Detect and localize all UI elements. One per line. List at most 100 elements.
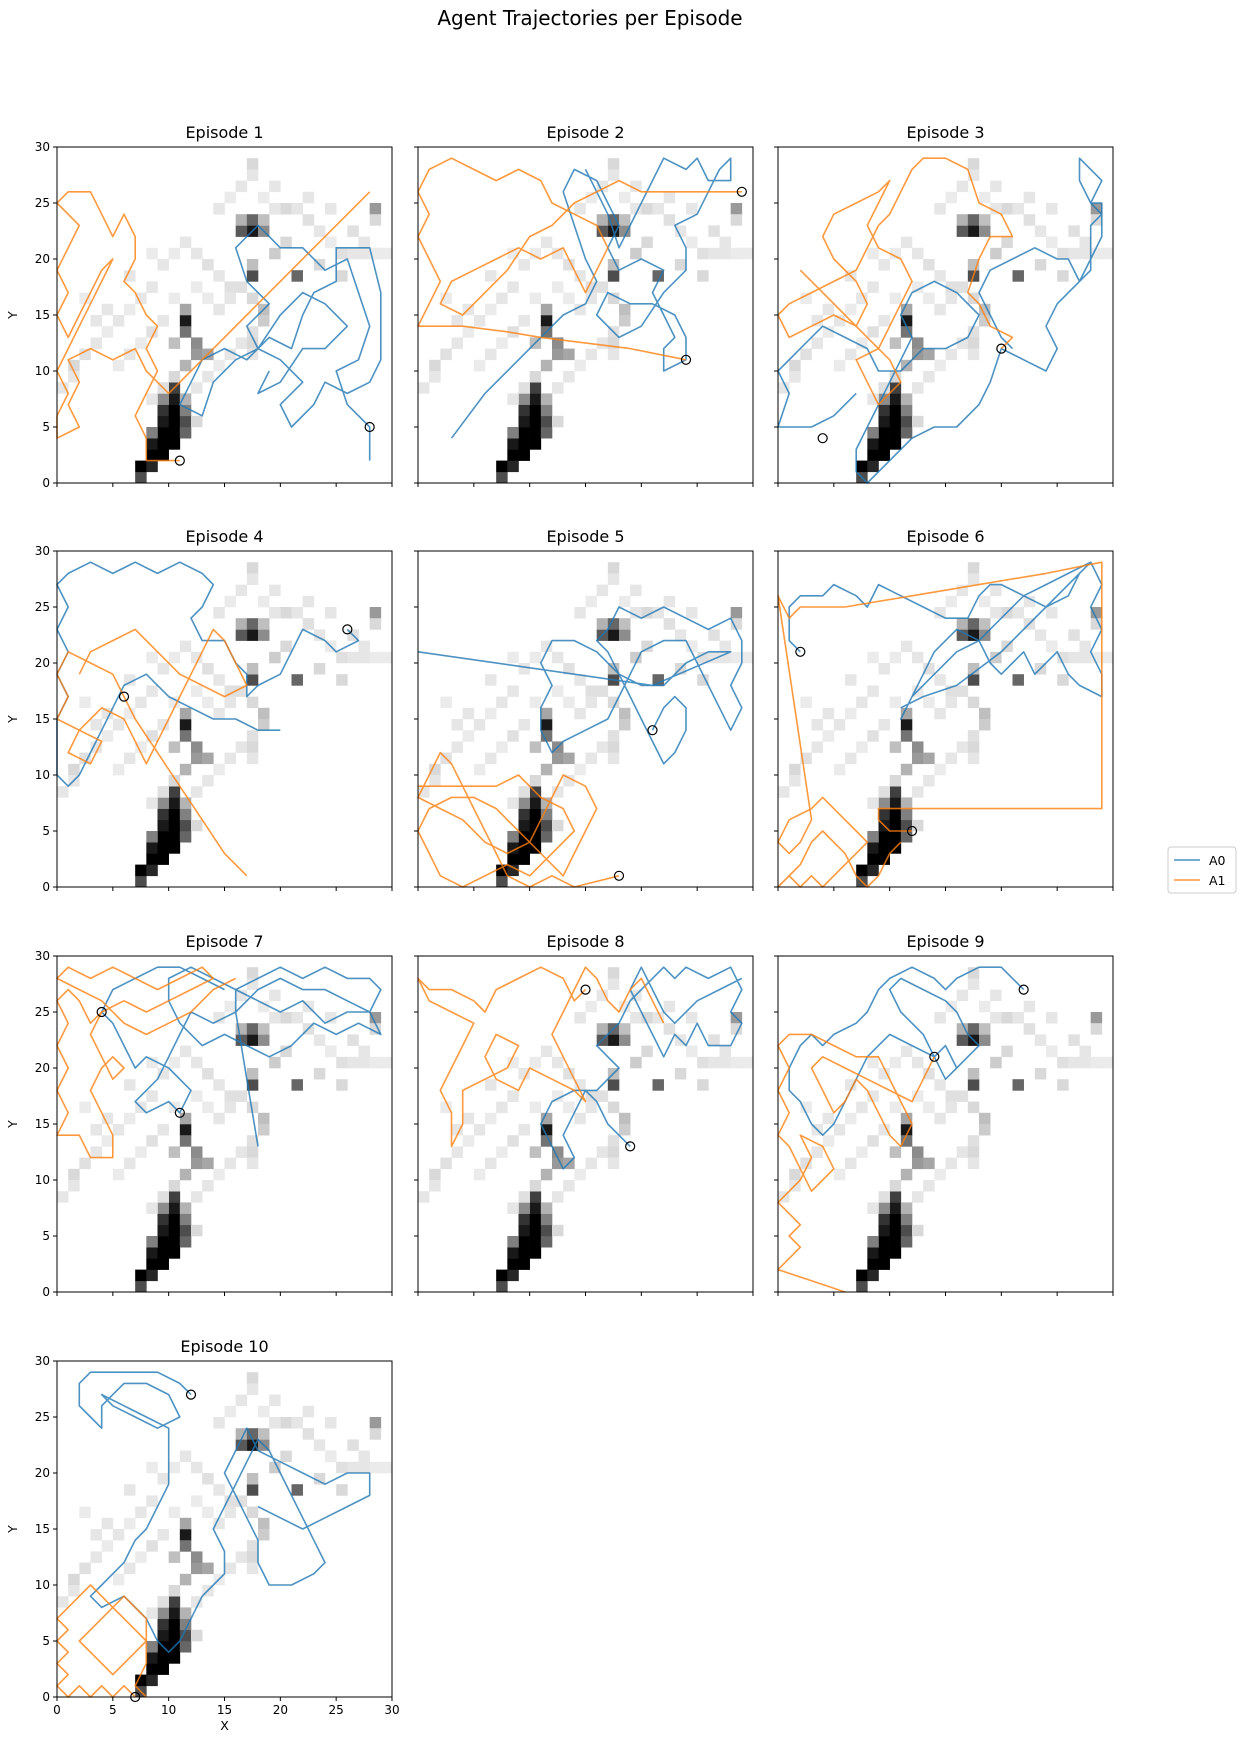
heatmap-cell xyxy=(867,685,879,697)
heatmap-cell xyxy=(269,247,281,260)
heatmap-cell xyxy=(686,607,698,619)
heatmap-cell xyxy=(956,1090,969,1102)
y-tick-label: 20 xyxy=(35,252,50,266)
heatmap-cell xyxy=(291,270,303,282)
heatmap-cell xyxy=(258,629,270,641)
heatmap-cell xyxy=(168,393,181,405)
heatmap-cell xyxy=(697,270,709,282)
heatmap-cell xyxy=(663,595,676,608)
heatmap-cell xyxy=(607,752,620,765)
heatmap-cell xyxy=(202,696,214,709)
heatmap-cell xyxy=(1023,1000,1036,1013)
heatmap-cell xyxy=(811,1146,823,1158)
heatmap-cell xyxy=(730,203,743,215)
heatmap-cell xyxy=(429,775,441,787)
heatmap-cell xyxy=(213,303,225,316)
heatmap-cell xyxy=(607,1157,620,1170)
heatmap-cell xyxy=(979,719,991,731)
heatmap-cell xyxy=(967,158,980,170)
heatmap-cell xyxy=(157,415,169,428)
heatmap-cell xyxy=(90,1551,102,1563)
heatmap-cell xyxy=(856,337,868,349)
trajectory-a0 xyxy=(777,157,1103,484)
heatmap-cell xyxy=(518,259,530,271)
heatmap-cell xyxy=(923,663,935,675)
heatmap-cell xyxy=(990,607,1002,619)
heatmap-cell xyxy=(135,1146,147,1158)
heatmap-cell xyxy=(686,1012,698,1024)
heatmap-cell xyxy=(157,842,169,854)
heatmap-cell xyxy=(607,1101,620,1114)
heatmap-cell xyxy=(1090,247,1103,260)
heatmap-cell xyxy=(347,1439,359,1451)
heatmap-cell xyxy=(552,247,564,260)
heatmap-cell xyxy=(157,438,169,450)
trajectory-a0 xyxy=(179,224,382,461)
end-marker xyxy=(817,433,828,444)
y-axis-label: Y xyxy=(5,1525,20,1534)
trajectory-a1 xyxy=(417,157,742,361)
heatmap-cell xyxy=(641,640,653,653)
heatmap-cell xyxy=(325,236,337,249)
heatmap-cell xyxy=(507,853,519,865)
heatmap-cell xyxy=(934,1079,946,1091)
heatmap-cell xyxy=(663,618,676,630)
heatmap-cell xyxy=(912,1056,924,1069)
heatmap-cell xyxy=(235,214,248,226)
heatmap-cell xyxy=(280,1450,292,1463)
heatmap-cell xyxy=(124,1484,136,1496)
heatmap-cell xyxy=(540,236,553,249)
heatmap-cell xyxy=(889,775,902,787)
heatmap-cell xyxy=(878,1202,890,1214)
heatmap-cell xyxy=(889,1146,902,1158)
heatmap-cell xyxy=(923,696,935,709)
heatmap-cell xyxy=(302,191,315,204)
heatmap-cell xyxy=(979,618,991,630)
heatmap-cell xyxy=(1079,236,1091,249)
heatmap-cell xyxy=(934,674,946,686)
heatmap-cell xyxy=(79,1101,91,1114)
heatmap-cell xyxy=(168,1551,181,1563)
heatmap-cell xyxy=(90,741,102,753)
heatmap-cell xyxy=(246,573,259,585)
heatmap-cell xyxy=(246,1023,259,1035)
heatmap-cell xyxy=(79,1506,91,1519)
heatmap-cell xyxy=(168,337,181,349)
heatmap-cell xyxy=(291,607,303,619)
heatmap-cell xyxy=(507,393,519,405)
heatmap-cell xyxy=(1057,674,1069,686)
heatmap-cell xyxy=(68,359,80,372)
heatmap-cell xyxy=(878,427,890,439)
heatmap-cell xyxy=(708,1056,720,1069)
heatmap-cell xyxy=(979,225,991,237)
heatmap-cell xyxy=(540,730,553,742)
heatmap-cell xyxy=(135,337,147,349)
heatmap-cell xyxy=(867,1135,879,1147)
heatmap-cell xyxy=(313,1068,326,1080)
heatmap-cell xyxy=(369,651,382,664)
heatmap-cell xyxy=(191,1090,203,1102)
heatmap-cell xyxy=(269,180,281,193)
heatmap-cell xyxy=(191,382,203,394)
heatmap-cell xyxy=(1090,607,1103,619)
heatmap-cell xyxy=(596,337,609,349)
heatmap-cell xyxy=(157,719,169,731)
heatmap-cell xyxy=(1101,247,1114,260)
heatmap-cell xyxy=(878,1224,890,1237)
heatmap-cell xyxy=(336,674,348,686)
heatmap-cell xyxy=(889,1101,902,1114)
y-tick-label: 0 xyxy=(42,476,50,490)
heatmap-cell xyxy=(529,1236,542,1248)
heatmap-cell xyxy=(246,169,259,181)
heatmap-cell xyxy=(518,1124,530,1136)
heatmap-cell xyxy=(429,1180,441,1192)
heatmap-cell xyxy=(246,1439,259,1451)
heatmap-cell xyxy=(168,1180,181,1192)
heatmap-cell xyxy=(473,763,486,776)
heatmap-cell xyxy=(124,1112,136,1125)
heatmap-cell xyxy=(889,808,902,821)
heatmap-cell xyxy=(179,1224,192,1237)
y-tick-label: 30 xyxy=(35,1354,50,1368)
heatmap-cell xyxy=(191,1224,203,1237)
